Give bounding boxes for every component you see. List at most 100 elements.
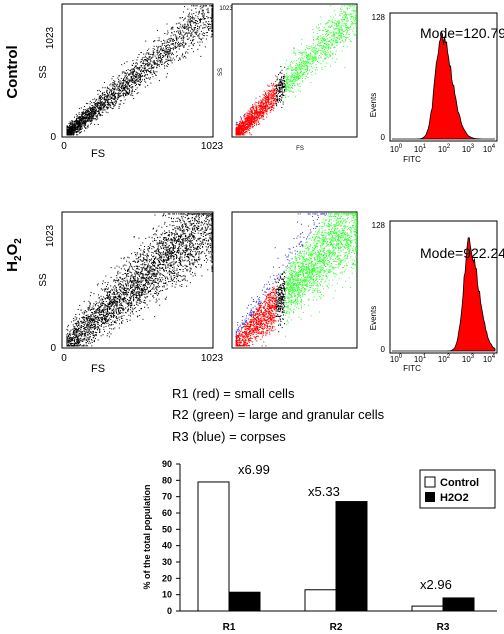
scatter-dot xyxy=(136,80,138,82)
scatter-dot xyxy=(342,35,344,37)
scatter-dot xyxy=(355,14,357,16)
scatter-dot xyxy=(80,118,82,120)
scatter-dot xyxy=(100,101,102,103)
scatter-dot xyxy=(350,18,351,20)
scatter-dot xyxy=(250,134,252,136)
scatter-dot xyxy=(167,63,168,65)
xlabel-fs: FS xyxy=(91,148,105,160)
scatter-dot xyxy=(301,62,303,64)
scatter-dot xyxy=(70,129,72,131)
scatter-dot xyxy=(261,113,263,114)
scatter-dot xyxy=(282,80,284,82)
scatter-dot xyxy=(324,43,325,44)
scatter-dot xyxy=(183,44,185,46)
scatter-dot xyxy=(90,118,92,120)
scatter-dot xyxy=(252,121,254,122)
scatter-dot xyxy=(299,65,300,67)
scatter-dot xyxy=(307,62,309,64)
scatter-dot xyxy=(119,82,121,84)
scatter-dot xyxy=(245,128,247,130)
scatter-dot xyxy=(300,59,302,61)
scatter-dot xyxy=(257,123,259,125)
scatter-dot xyxy=(208,24,209,25)
scatter-dot xyxy=(95,119,97,121)
scatter-dot xyxy=(92,109,94,111)
scatter-dot xyxy=(111,85,113,87)
scatter-dot xyxy=(253,117,255,119)
scatter-dot xyxy=(200,38,202,40)
scatter-dot xyxy=(147,62,149,64)
scatter-dot xyxy=(355,15,357,17)
scatter-dot xyxy=(67,132,69,134)
scatter-dot xyxy=(276,102,277,104)
scatter-dot xyxy=(77,121,79,123)
scatter-dot xyxy=(102,92,104,94)
scatter-dot xyxy=(146,73,148,75)
scatter-dot xyxy=(140,76,142,78)
scatter-dot xyxy=(167,51,169,53)
scatter-dot xyxy=(108,96,110,98)
scatter-dot xyxy=(165,58,167,60)
scatter-dot xyxy=(250,116,252,118)
scatter-dot xyxy=(275,100,277,102)
scatter-dot xyxy=(270,103,272,105)
scatter-dot xyxy=(246,113,248,115)
scatter-dot xyxy=(171,26,173,28)
scatter-dot xyxy=(239,127,241,129)
scatter-dot xyxy=(203,15,205,17)
scatter-dot xyxy=(105,95,107,97)
scatter-dot xyxy=(279,95,281,97)
scatter-dot xyxy=(331,25,333,27)
scatter-dot xyxy=(269,111,271,113)
scatter-dot xyxy=(293,91,295,93)
scatter-dot xyxy=(332,38,334,40)
scatter-dot xyxy=(183,26,185,28)
scatter-dot xyxy=(201,33,203,35)
scatter-dot xyxy=(278,89,280,91)
scatter-dot xyxy=(295,64,297,66)
scatter-dot xyxy=(164,62,165,64)
scatter-dot xyxy=(190,33,192,34)
scatter-dot xyxy=(192,35,194,37)
scatter-dot xyxy=(319,55,321,56)
scatter-dot xyxy=(89,100,91,102)
scatter-dot xyxy=(153,60,155,62)
scatter-dot xyxy=(317,44,318,46)
scatter-dot xyxy=(88,111,90,113)
scatter-dot xyxy=(274,100,276,102)
scatter-dot xyxy=(79,124,81,126)
scatter-dot xyxy=(69,128,71,130)
scatter-dot xyxy=(152,50,154,52)
scatter-dot xyxy=(203,27,205,29)
scatter-dot xyxy=(100,106,102,108)
scatter-dot xyxy=(137,56,139,58)
scatter-dot xyxy=(296,69,298,71)
scatter-dot xyxy=(323,51,325,53)
scatter-dot xyxy=(98,111,99,113)
scatter-dot xyxy=(163,55,165,57)
scatter-dot xyxy=(271,98,273,100)
scatter-dot xyxy=(335,50,337,52)
scatter-dot xyxy=(316,67,318,68)
scatter-dot xyxy=(211,11,213,13)
scatter-dot xyxy=(321,45,322,47)
scatter-dot xyxy=(318,48,320,50)
scatter-dot xyxy=(111,92,112,94)
scatter-dot xyxy=(141,57,143,59)
scatter-dot xyxy=(202,9,204,11)
scatter-dot xyxy=(94,109,95,111)
scatter-dot xyxy=(349,26,351,27)
scatter-dot xyxy=(235,124,237,126)
scatter-dot xyxy=(143,60,145,62)
scatter-dot xyxy=(113,96,115,98)
scatter-dot xyxy=(113,106,115,108)
scatter-dot xyxy=(193,43,195,45)
scatter-dot xyxy=(96,115,98,117)
scatter-dot xyxy=(191,9,193,11)
scatter-dot xyxy=(179,57,181,59)
scatter-dot xyxy=(177,22,179,24)
scatter-dot xyxy=(338,24,340,26)
scatter-dot xyxy=(157,65,159,67)
scatter-dot xyxy=(249,124,251,126)
scatter-dot xyxy=(165,48,167,50)
